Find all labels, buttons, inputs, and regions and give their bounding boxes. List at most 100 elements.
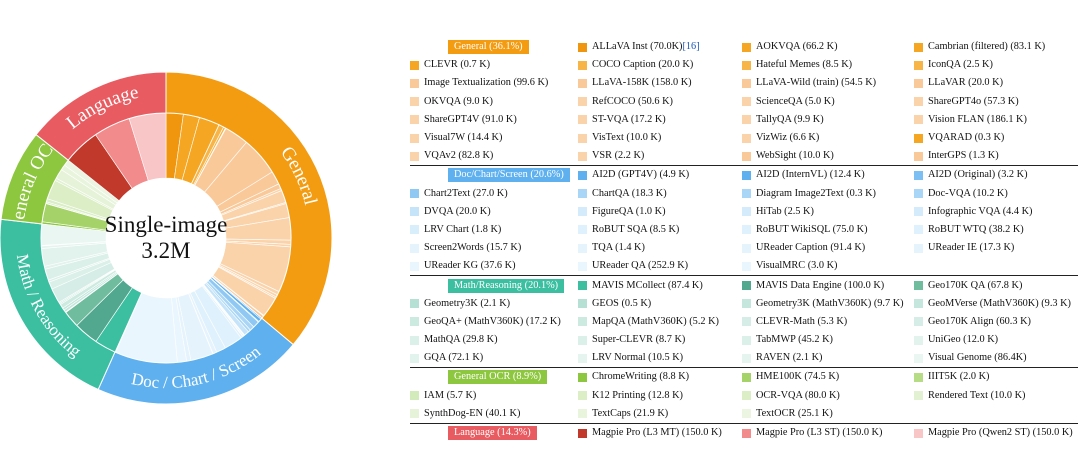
legend-entry: OCR-VQA (80.0 K) bbox=[742, 390, 914, 402]
legend-row: OKVQA (9.0 K) RefCOCO (50.6 K) ScienceQA (… bbox=[410, 93, 1078, 111]
legend-swatch bbox=[742, 207, 751, 217]
legend-swatch bbox=[742, 60, 751, 70]
legend-label: HME100K (74.5 K) bbox=[756, 371, 840, 383]
legend-label: TextOCR (25.1 K) bbox=[756, 407, 833, 419]
legend-row: General (36.1%) ALLaVA Inst (70.0K) [16] A… bbox=[410, 38, 1078, 56]
legend-label: UReader QA (252.9 K) bbox=[592, 260, 689, 272]
legend-label: Geo170K QA (67.8 K) bbox=[928, 279, 1023, 291]
legend-entry: RoBUT WTQ (38.2 K) bbox=[914, 224, 1078, 236]
legend-entry: Image Textualization (99.6 K) bbox=[410, 77, 578, 89]
legend-swatch bbox=[914, 115, 923, 125]
legend-swatch bbox=[578, 353, 587, 363]
legend-section-general: General (36.1%) ALLaVA Inst (70.0K) [16] A… bbox=[410, 38, 1078, 165]
legend-category-header: Math/Reasoning (20.1%) bbox=[448, 278, 565, 293]
legend-entry: CLEVR-Math (5.3 K) bbox=[742, 316, 914, 328]
legend-entry: GeoQA+ (MathV360K) (17.2 K) bbox=[410, 316, 578, 328]
legend-swatch bbox=[742, 391, 751, 401]
legend-label: GeoMVerse (MathV360K) (9.3 K) bbox=[928, 297, 1071, 309]
legend-swatch bbox=[578, 115, 587, 125]
legend-row: SynthDog-EN (40.1 K) TextCaps (21.9 K) Tex… bbox=[410, 405, 1078, 423]
legend-label: TextCaps (21.9 K) bbox=[592, 407, 669, 419]
legend-label: K12 Printing (12.8 K) bbox=[592, 389, 683, 401]
legend-label: UniGeo (12.0 K) bbox=[928, 334, 999, 346]
legend-entry: HiTab (2.5 K) bbox=[742, 206, 914, 218]
legend-entry: RoBUT WikiSQL (75.0 K) bbox=[742, 224, 914, 236]
legend-label: Infographic VQA (4.4 K) bbox=[928, 205, 1033, 217]
inner-ring bbox=[40, 112, 292, 364]
center-hole bbox=[106, 178, 226, 298]
legend-swatch bbox=[578, 207, 587, 217]
legend-label: TQA (1.4 K) bbox=[592, 242, 645, 254]
legend-swatch bbox=[914, 151, 923, 161]
legend-label: VQARAD (0.3 K) bbox=[928, 132, 1005, 144]
legend-label: COCO Caption (20.0 K) bbox=[592, 59, 694, 71]
legend-category-header: Language (14.3%) bbox=[448, 426, 537, 441]
legend-entry: Geometry3K (MathV360K) (9.7 K) bbox=[742, 298, 914, 310]
legend-swatch bbox=[578, 261, 587, 271]
legend-row: CLEVR (0.7 K) COCO Caption (20.0 K) Hatefu… bbox=[410, 56, 1078, 74]
legend-label: Hateful Memes (8.5 K) bbox=[756, 59, 853, 71]
legend-label: ALLaVA Inst (70.0K) bbox=[592, 41, 683, 53]
legend-entry: ChromeWriting (8.8 K) bbox=[578, 371, 742, 383]
legend-label: Geometry3K (2.1 K) bbox=[424, 297, 511, 309]
legend-label: MAVIS Data Engine (100.0 K) bbox=[756, 279, 885, 291]
legend-label: Rendered Text (10.0 K) bbox=[928, 389, 1026, 401]
legend-label: LRV Normal (10.5 K) bbox=[592, 352, 684, 364]
legend-label: Geometry3K (MathV360K) (9.7 K) bbox=[756, 297, 904, 309]
legend-swatch bbox=[578, 189, 587, 199]
legend-swatch bbox=[578, 97, 587, 107]
legend-label: Magpie Pro (L3 ST) (150.0 K) bbox=[756, 427, 883, 439]
legend-label: Screen2Words (15.7 K) bbox=[424, 242, 522, 254]
legend-entry: COCO Caption (20.0 K) bbox=[578, 59, 742, 71]
citation-link[interactable]: [16] bbox=[682, 41, 700, 53]
legend-swatch bbox=[742, 335, 751, 345]
legend-label: RefCOCO (50.6 K) bbox=[592, 95, 673, 107]
legend-entry: ShareGPT4o (57.3 K) bbox=[914, 96, 1078, 108]
legend-row: Geometry3K (2.1 K) GEOS (0.5 K) Geometry3K… bbox=[410, 295, 1078, 313]
legend-label: Vision FLAN (186.1 K) bbox=[928, 113, 1027, 125]
legend-label: CLEVR (0.7 K) bbox=[424, 59, 491, 71]
legend-label: GeoQA+ (MathV360K) (17.2 K) bbox=[424, 315, 561, 327]
legend-row: Screen2Words (15.7 K) TQA (1.4 K) UReader … bbox=[410, 239, 1078, 257]
legend-row: Image Textualization (99.6 K) LLaVA-158K … bbox=[410, 74, 1078, 92]
legend-swatch bbox=[914, 243, 923, 253]
legend-row: Math/Reasoning (20.1%) MAVIS MCollect (87… bbox=[410, 276, 1078, 294]
center-count: 3.2M bbox=[141, 238, 190, 263]
legend-label: GEOS (0.5 K) bbox=[592, 297, 652, 309]
legend-entry: ALLaVA Inst (70.0K) [16] bbox=[578, 41, 742, 53]
legend-label: SynthDog-EN (40.1 K) bbox=[424, 407, 521, 419]
legend-swatch bbox=[742, 409, 751, 419]
legend-swatch bbox=[742, 78, 751, 88]
legend-entry: Geo170K QA (67.8 K) bbox=[914, 280, 1078, 292]
legend-row: GeoQA+ (MathV360K) (17.2 K) MapQA (MathV3… bbox=[410, 313, 1078, 331]
legend-label: WebSight (10.0 K) bbox=[756, 150, 834, 162]
legend-entry: VQAv2 (82.8 K) bbox=[410, 150, 578, 162]
legend-entry: MathQA (29.8 K) bbox=[410, 334, 578, 346]
legend-swatch bbox=[578, 151, 587, 161]
legend-entry: TabMWP (45.2 K) bbox=[742, 334, 914, 346]
legend-row: IAM (5.7 K) K12 Printing (12.8 K) OCR-VQA … bbox=[410, 387, 1078, 405]
legend-entry: SynthDog-EN (40.1 K) bbox=[410, 408, 578, 420]
legend-entry: Geometry3K (2.1 K) bbox=[410, 298, 578, 310]
legend-swatch bbox=[410, 243, 419, 253]
legend-category-header: Doc/Chart/Screen (20.6%) bbox=[448, 168, 570, 183]
legend-label: Image Textualization (99.6 K) bbox=[424, 77, 549, 89]
legend-swatch bbox=[578, 133, 587, 143]
legend-label: MapQA (MathV360K) (5.2 K) bbox=[592, 315, 719, 327]
legend-label: HiTab (2.5 K) bbox=[756, 205, 814, 217]
legend-swatch bbox=[742, 97, 751, 107]
legend-swatch bbox=[578, 281, 587, 291]
legend-entry: Magpie Pro (Qwen2 ST) (150.0 K) bbox=[914, 427, 1078, 439]
legend-entry: ShareGPT4V (91.0 K) bbox=[410, 114, 578, 126]
legend-swatch bbox=[914, 317, 923, 327]
legend-swatch bbox=[410, 133, 419, 143]
legend-label: ScienceQA (5.0 K) bbox=[756, 95, 835, 107]
legend-entry: RoBUT SQA (8.5 K) bbox=[578, 224, 742, 236]
legend-row: ShareGPT4V (91.0 K) ST-VQA (17.2 K) TallyQ… bbox=[410, 111, 1078, 129]
legend-entry: LRV Normal (10.5 K) bbox=[578, 352, 742, 364]
legend-swatch bbox=[410, 189, 419, 199]
legend-entry: AI2D (GPT4V) (4.9 K) bbox=[578, 169, 742, 181]
legend-header-cell: General (36.1%) bbox=[410, 40, 578, 55]
legend-header-cell: General OCR (8.9%) bbox=[410, 370, 578, 385]
